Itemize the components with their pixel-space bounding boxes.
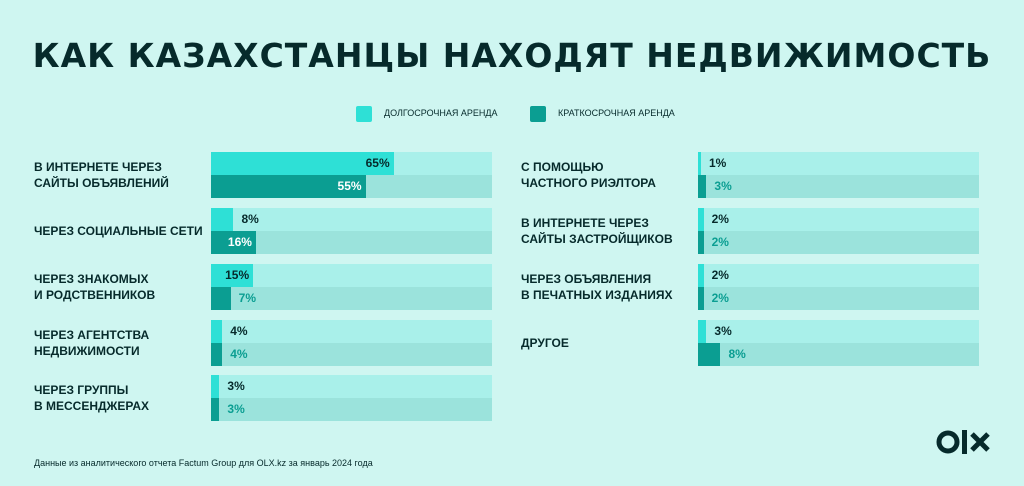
olx-logo-icon [936,430,990,454]
bar-short-term [211,343,223,366]
bar-track-long [698,208,979,231]
bar-track-long [211,264,492,287]
data-label-long: 8% [241,212,259,226]
data-label-short: 8% [728,347,746,361]
bar-track-short [698,343,979,366]
data-label-long: 2% [711,212,729,226]
legend-short-term-swatch [530,106,546,122]
bar-track-long [698,264,979,287]
category-label: ЧЕРЕЗ ГРУППЫ В МЕССЕНДЖЕРАХ [34,383,150,413]
olx-logo [936,424,996,460]
bar-long-term [698,152,701,175]
bar-long-term [698,208,704,231]
category-label: ЧЕРЕЗ ЗНАКОМЫХ И РОДСТВЕННИКОВ [34,272,156,302]
data-label-long: 3% [714,324,732,338]
bar-track-long [211,208,492,231]
data-label-long: 3% [227,379,245,393]
data-label-long: 65% [365,156,390,170]
bar-track-long [211,152,492,175]
data-label-long: 4% [230,324,248,338]
data-label-long: 2% [711,268,729,282]
bar-short-term [211,175,366,198]
data-label-long: 1% [709,156,727,170]
category-label: ЧЕРЕЗ АГЕНТСТВА НЕДВИЖИМОСТИ [34,328,150,358]
bar-short-term [211,398,220,421]
data-label-short: 3% [227,402,245,416]
bar-track-long [698,320,979,343]
bar-long-term [211,375,220,398]
bar-track-short [211,231,492,254]
bar-track-short [698,175,979,198]
bar-long-term [211,152,394,175]
data-label-short: 3% [714,179,732,193]
bar-track-short [698,231,979,254]
data-label-short: 4% [230,347,248,361]
bar-track-short [211,343,492,366]
bar-short-term [698,343,721,366]
data-label-short: 2% [711,235,729,249]
legend-long-term-label: ДОЛГОСРОЧНАЯ АРЕНДА [384,108,498,118]
bar-track-long [211,320,492,343]
data-label-short: 55% [337,179,362,193]
data-label-short: 7% [238,291,256,305]
legend-long-term-swatch [356,106,372,122]
category-label: ДРУГОЕ [521,336,569,350]
category-label: В ИНТЕРНЕТЕ ЧЕРЕЗ САЙТЫ ЗАСТРОЙЩИКОВ [521,216,673,246]
footnote: Данные из аналитического отчета Factum G… [34,458,373,468]
bar-track-short [211,398,492,421]
category-label: ЧЕРЕЗ ОБЪЯВЛЕНИЯ В ПЕЧАТНЫХ ИЗДАНИЯХ [521,272,673,302]
data-label-long: 15% [225,268,250,282]
category-label: В ИНТЕРНЕТЕ ЧЕРЕЗ САЙТЫ ОБЪЯВЛЕНИЙ [34,160,169,190]
bar-long-term [211,208,234,231]
category-label: ЧЕРЕЗ СОЦИАЛЬНЫЕ СЕТИ [34,224,203,238]
bar-track-short [211,175,492,198]
category-label: С ПОМОЩЬЮ ЧАСТНОГО РИЭЛТОРА [521,160,656,190]
bar-short-term [211,287,231,310]
bar-track-long [698,152,979,175]
bar-short-term [698,231,704,254]
data-label-short: 16% [227,235,252,249]
chart-title: КАК КАЗАХСТАНЦЫ НАХОДЯТ НЕДВИЖИМОСТЬ [32,36,992,75]
data-label-short: 2% [711,291,729,305]
bar-long-term [211,264,254,287]
bar-short-term [698,287,704,310]
legend-short-term-label: КРАТКОСРОЧНАЯ АРЕНДА [558,108,675,118]
bar-track-short [211,287,492,310]
bar-track-long [211,375,492,398]
bar-track-short [698,287,979,310]
bar-short-term [211,231,256,254]
bar-short-term [698,175,707,198]
bar-long-term [698,264,704,287]
bar-long-term [211,320,223,343]
bar-long-term [698,320,707,343]
